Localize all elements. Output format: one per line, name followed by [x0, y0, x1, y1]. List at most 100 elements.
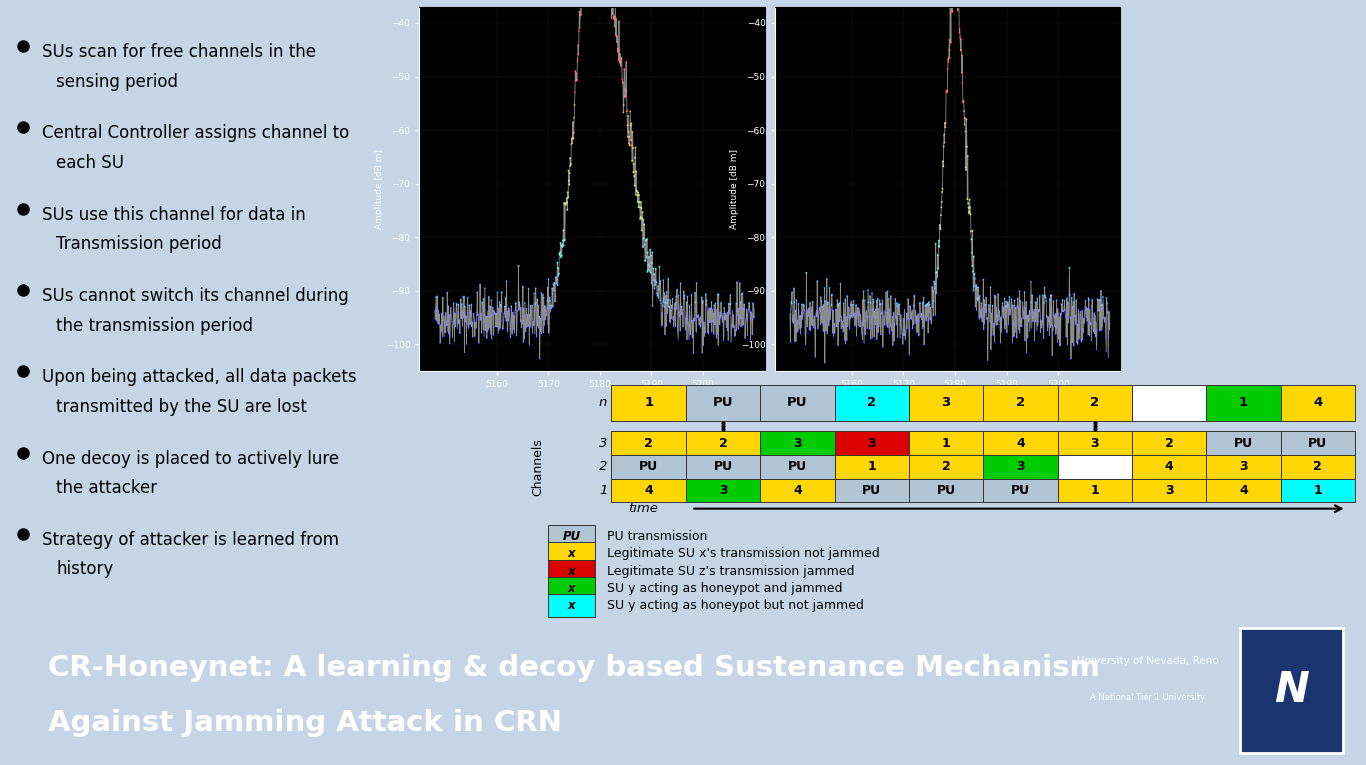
Point [1086, 324, 1108, 336]
Point [537, 319, 559, 331]
Point [843, 295, 865, 307]
Point [806, 275, 828, 287]
Point [798, 302, 820, 314]
Point [630, 196, 652, 208]
Point [672, 321, 694, 333]
Point [673, 292, 695, 304]
Point [899, 348, 921, 360]
Point [873, 316, 895, 328]
Point [1079, 317, 1101, 329]
Point [780, 336, 802, 348]
Point [841, 308, 863, 320]
Point [869, 294, 891, 306]
Point [512, 337, 534, 349]
Point [560, 158, 582, 170]
Point [460, 321, 482, 333]
Point [542, 278, 564, 290]
Point [678, 333, 699, 345]
Point [1072, 326, 1094, 338]
Point [467, 309, 489, 321]
Point [723, 321, 744, 334]
Point [489, 301, 511, 313]
Bar [1132, 455, 1206, 479]
Point [462, 317, 484, 329]
Point [477, 311, 499, 323]
Point [604, 0, 626, 12]
Point [1012, 313, 1034, 325]
Bar [984, 455, 1057, 479]
Point [619, 139, 641, 151]
Point [895, 328, 917, 340]
Point [822, 304, 844, 317]
Point [951, 44, 973, 57]
Point [791, 321, 813, 334]
Point [667, 333, 688, 345]
Point [993, 292, 1015, 304]
Point [785, 335, 807, 347]
Point [719, 305, 740, 317]
Bar [1132, 431, 1206, 455]
Point [1079, 318, 1101, 330]
Point [531, 288, 553, 301]
Point [641, 277, 663, 289]
Point [526, 330, 548, 343]
Point [678, 324, 699, 337]
Point [1057, 313, 1079, 325]
Point [1038, 314, 1060, 327]
Point [783, 309, 805, 321]
Point [988, 306, 1009, 318]
Point [949, 44, 971, 57]
Point [725, 324, 747, 337]
Point [915, 315, 937, 327]
Point [1000, 301, 1022, 314]
Point [485, 307, 507, 319]
Text: x: x [568, 599, 575, 612]
Point [788, 304, 810, 317]
Bar [835, 431, 908, 455]
Point [706, 328, 728, 340]
Point [433, 319, 455, 331]
Point [896, 308, 918, 320]
Point [520, 322, 542, 334]
Point [695, 295, 717, 307]
Point [826, 294, 848, 306]
Point [436, 320, 458, 332]
Point [926, 271, 948, 283]
Bar [549, 594, 594, 617]
Point [736, 306, 758, 318]
Point [661, 300, 683, 312]
Point [661, 312, 683, 324]
Point [561, 132, 583, 145]
Bar [1132, 479, 1206, 503]
Point [963, 285, 985, 297]
Point [791, 307, 813, 319]
Point [971, 309, 993, 321]
Point [654, 287, 676, 299]
Point [1068, 310, 1090, 322]
Point [966, 292, 988, 304]
Point [907, 315, 929, 327]
Point [996, 301, 1018, 313]
Point [1044, 311, 1065, 324]
Point [497, 305, 519, 317]
Point [992, 309, 1014, 321]
Point [955, 125, 977, 138]
Point [1087, 294, 1109, 306]
Point [904, 304, 926, 316]
Point [634, 239, 656, 251]
Point [933, 129, 955, 141]
Point [736, 329, 758, 341]
Point [865, 319, 887, 331]
Point [703, 314, 725, 326]
Point [1030, 327, 1052, 339]
Point [1089, 324, 1111, 337]
Point [825, 304, 847, 317]
Point [541, 302, 563, 314]
Point [557, 191, 579, 203]
Point [1085, 309, 1106, 321]
Point [852, 320, 874, 332]
Point [1003, 330, 1024, 343]
Point [1072, 334, 1094, 346]
Point [510, 303, 531, 315]
Point [522, 299, 544, 311]
